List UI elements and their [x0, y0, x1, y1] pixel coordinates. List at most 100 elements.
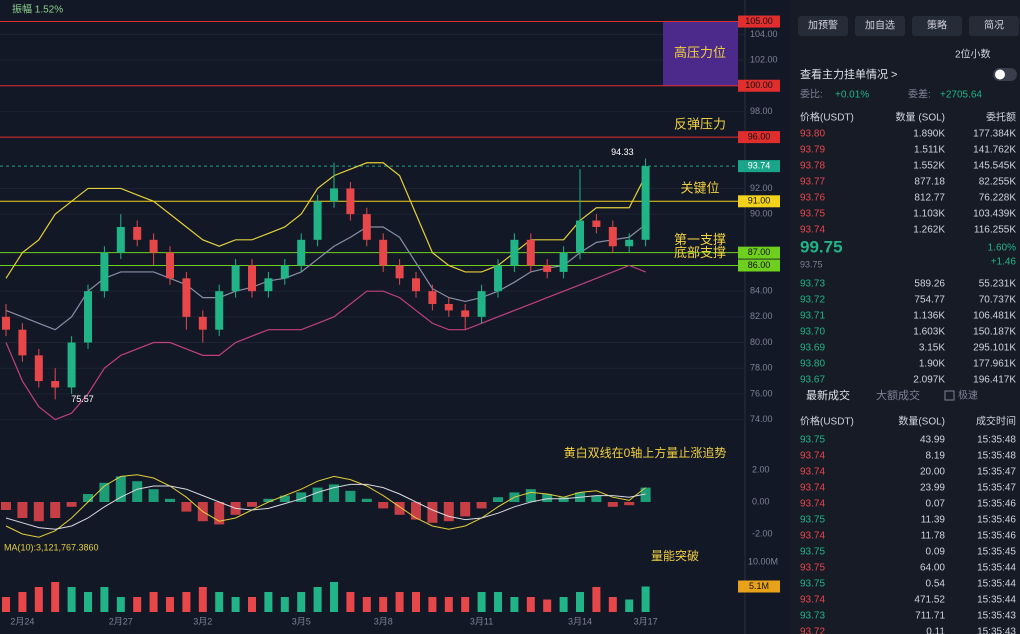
- bid-cell: 93.69: [800, 343, 825, 354]
- toolbar-button[interactable]: [969, 16, 1019, 36]
- trade-price: 93.74: [800, 531, 825, 542]
- ratio: +0.01%: [835, 90, 869, 101]
- macd-tick-label: -2.00: [752, 528, 773, 538]
- panel-bg: [790, 0, 1020, 634]
- volume-bar: [379, 597, 388, 612]
- candle-body: [215, 291, 224, 330]
- level-box: [738, 259, 780, 272]
- candle-body: [264, 278, 273, 292]
- level-note: 反弹压力: [674, 117, 726, 132]
- trade-qty: 64.00: [920, 563, 945, 574]
- level-label: 96.00: [748, 131, 771, 141]
- y-tick-label: 90.00: [750, 209, 773, 219]
- volume-bar: [280, 597, 289, 612]
- trade-price: 93.75: [800, 579, 825, 590]
- volume-note: 量能突破: [651, 548, 699, 563]
- bid-cell: 93.80: [800, 359, 825, 370]
- macd-bar: [624, 502, 635, 506]
- trade-qty: 11.39: [921, 515, 946, 526]
- volume-bar: [346, 592, 355, 612]
- macd-line: [5, 474, 646, 538]
- candle-body: [461, 310, 470, 317]
- trade-qty: 0.07: [926, 499, 946, 510]
- ask-cell: 1.262K: [913, 225, 945, 236]
- candle-body: [166, 252, 174, 279]
- trade-price: 93.74: [800, 451, 825, 462]
- trade-time: 15:35:46: [977, 515, 1016, 526]
- volume-bar: [215, 592, 224, 612]
- candle-body: [84, 291, 92, 343]
- ask-cell: 93.77: [800, 177, 825, 188]
- volume-bar: [362, 597, 371, 612]
- candle-body: [543, 265, 552, 272]
- volume-bar: [116, 597, 125, 612]
- volume-bar: [330, 582, 338, 612]
- macd-bar: [394, 502, 405, 515]
- candle-body: [231, 265, 240, 292]
- candle-body: [346, 188, 355, 215]
- ask-cell: 1.103K: [913, 209, 945, 220]
- y-tick-label: 80.00: [750, 337, 773, 347]
- ask-cell: 116.255K: [974, 225, 1016, 236]
- macd-note: 黄白双线在0轴上方量止涨追势: [564, 445, 727, 460]
- volume-last-label: 5.1M: [749, 581, 769, 591]
- book-header: 委托额: [986, 111, 1016, 124]
- candle-body: [133, 226, 142, 240]
- macd-bar: [493, 497, 503, 502]
- trade-time: 15:35:44: [977, 579, 1016, 590]
- macd-bar: [312, 487, 323, 502]
- y-tick-label: 98.00: [750, 106, 773, 116]
- ask-cell: 177.384K: [973, 129, 1016, 140]
- level-label: 86.00: [748, 260, 771, 270]
- candle-body: [198, 316, 207, 330]
- candle-body: [51, 381, 60, 388]
- x-tick-label: 2月27: [109, 616, 133, 626]
- pressure-zone: [663, 21, 738, 86]
- trade-price: 93.75: [800, 515, 825, 526]
- volume-bar: [18, 592, 27, 612]
- candle-body: [313, 201, 322, 240]
- trade-tab[interactable]: 大额成交: [876, 388, 920, 402]
- candle-body: [608, 226, 617, 247]
- toolbar-button[interactable]: [855, 16, 905, 36]
- overlay-line: [5, 223, 646, 331]
- volume-bar: [231, 597, 240, 612]
- level-note: 底部支撑: [674, 245, 726, 260]
- macd-bar: [279, 495, 290, 502]
- candle-body: [18, 329, 27, 356]
- ask-cell: 141.762K: [973, 145, 1016, 156]
- macd-bar: [460, 502, 471, 517]
- macd-tick-label: 2.00: [752, 464, 770, 474]
- trade-time: 15:35:47: [977, 483, 1016, 494]
- volume-bar: [477, 592, 486, 612]
- toolbar-button[interactable]: [798, 16, 848, 36]
- macd-bar: [361, 498, 372, 502]
- book-header: 数量 (SOL): [896, 111, 945, 124]
- candle-body: [116, 226, 125, 253]
- trade-time: 15:35:47: [977, 467, 1016, 478]
- level-label: 87.00: [748, 247, 771, 257]
- trade-time: 15:35:48: [977, 435, 1016, 446]
- bid-cell: 55.231K: [979, 279, 1017, 290]
- macd-bar: [83, 494, 93, 502]
- trade-price: 93.73: [800, 611, 825, 622]
- trade-header: 价格(USDT): [800, 415, 854, 428]
- macd-bar: [1, 502, 11, 510]
- option-box[interactable]: [944, 390, 955, 401]
- ask-cell: 93.75: [800, 209, 825, 220]
- trade-price: 93.74: [800, 499, 825, 510]
- macd-bar: [525, 489, 536, 502]
- volume-bar: [264, 592, 273, 612]
- volume-bar: [576, 592, 584, 612]
- macd-bar: [411, 502, 421, 520]
- trade-tab[interactable]: 最新成交: [806, 388, 850, 402]
- toolbar-button[interactable]: [912, 16, 962, 36]
- x-tick-label: 3月11: [470, 616, 493, 626]
- macd-bar: [607, 502, 618, 507]
- trade-option: 极速: [958, 389, 978, 402]
- level-box: [738, 160, 780, 173]
- volume-bar: [592, 587, 601, 612]
- bid-cell: 93.67: [800, 375, 825, 386]
- y-tick-label: 102.00: [750, 54, 778, 64]
